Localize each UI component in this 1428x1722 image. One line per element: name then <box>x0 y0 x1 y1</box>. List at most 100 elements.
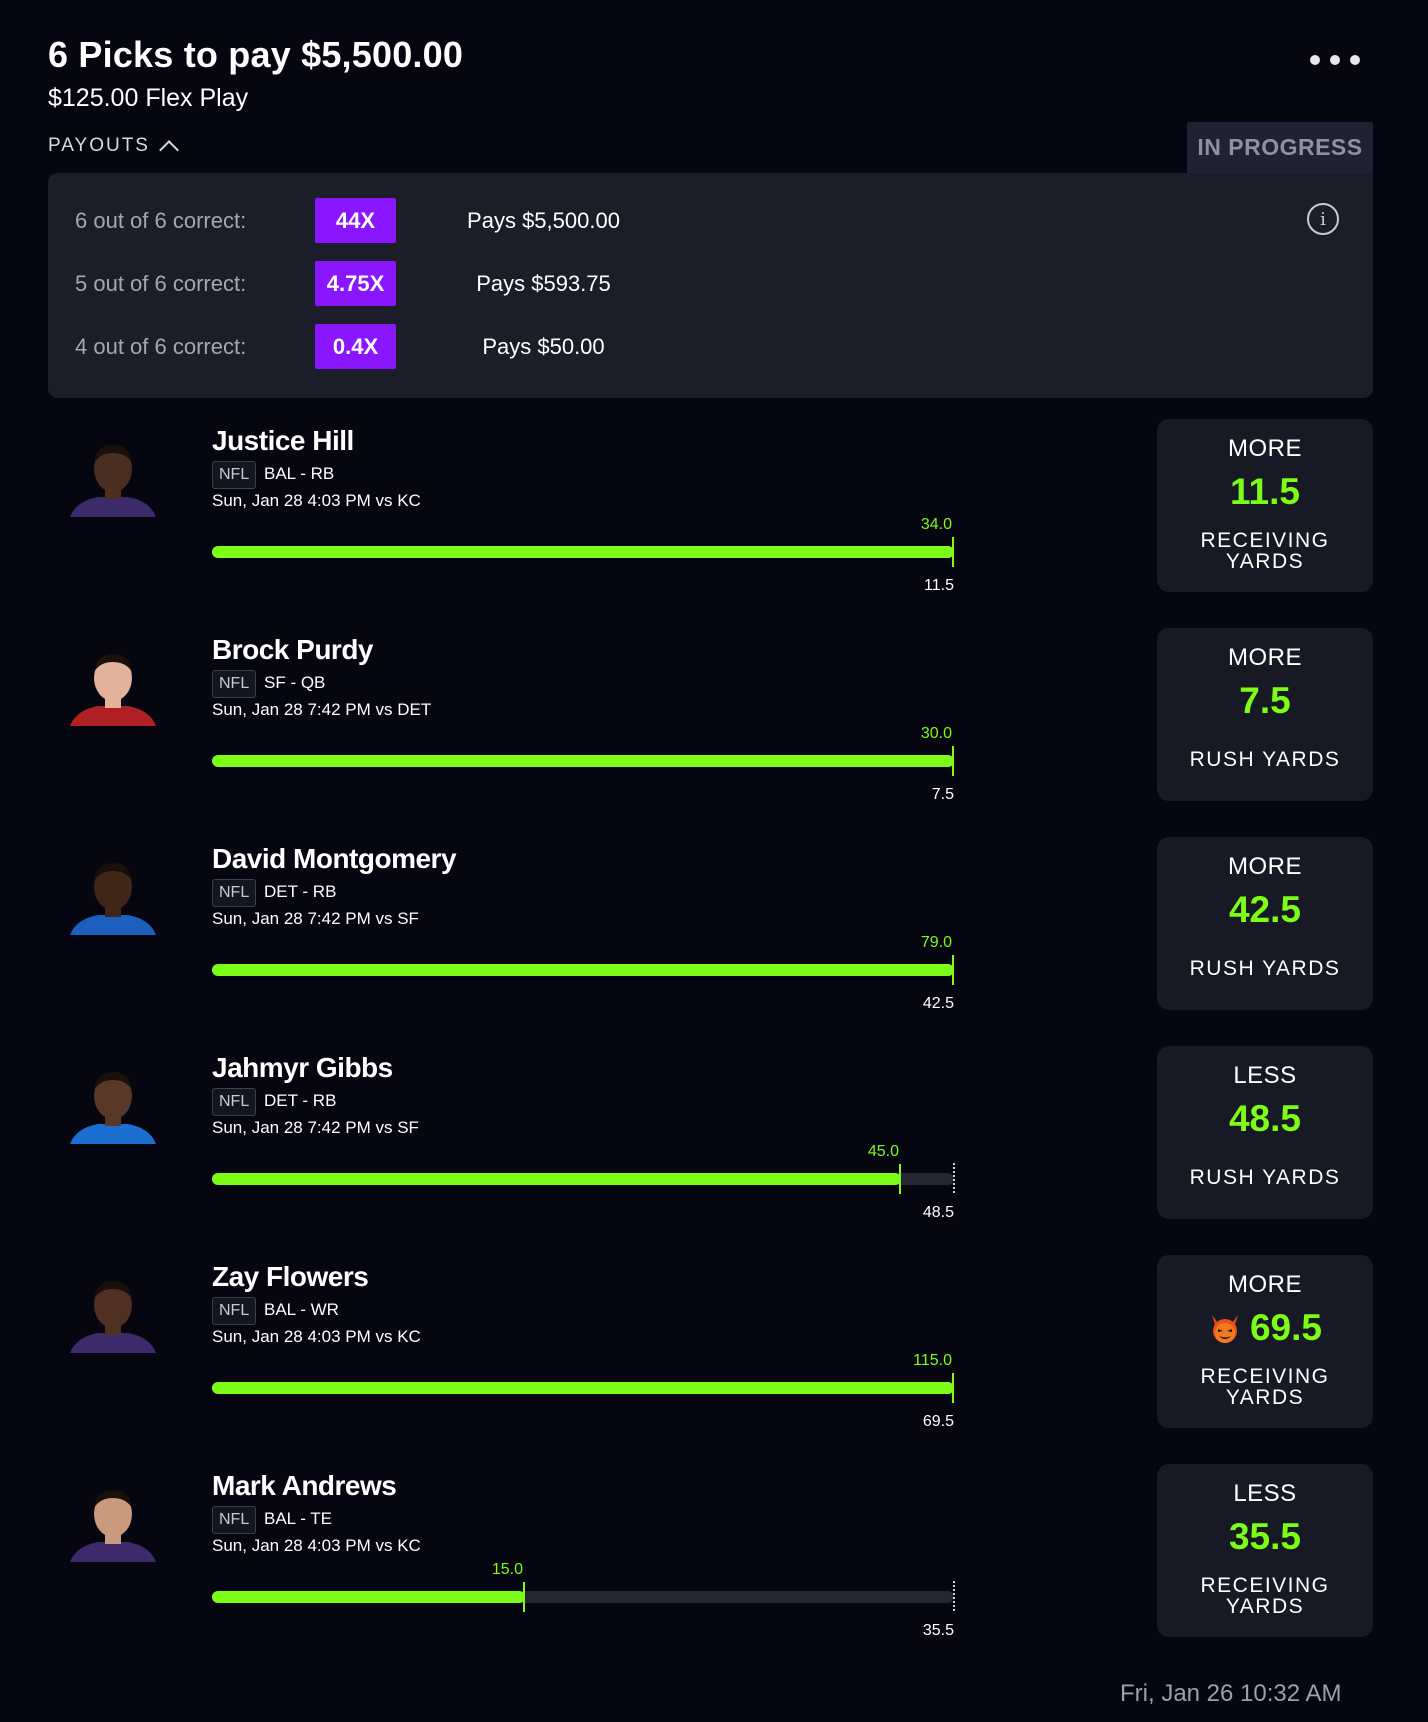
progress-marker <box>523 1582 525 1612</box>
stat-name-line: RECEIVING <box>1200 1365 1330 1388</box>
stat-line-value: 48.5 <box>1228 1098 1301 1139</box>
pick-row: Mark Andrews NFL BAL - TE Sun, Jan 28 4:… <box>0 1464 1428 1660</box>
player-name: Mark Andrews <box>212 1470 397 1501</box>
game-time: Sun, Jan 28 4:03 PM vs KC <box>212 491 421 510</box>
team-position: BAL - RB <box>264 464 335 483</box>
payout-row: 5 out of 6 correct: 4.75X Pays $593.75 <box>48 261 748 307</box>
dot-icon <box>1330 55 1340 65</box>
pick-row: Justice Hill NFL BAL - RB Sun, Jan 28 4:… <box>0 419 1428 615</box>
stat-card[interactable]: MORE 42.5 RUSH YARDS <box>1157 837 1373 1010</box>
progress-marker <box>899 1164 901 1194</box>
progress-fill <box>212 546 954 558</box>
player-name: Brock Purdy <box>212 634 374 665</box>
player-headshot <box>70 1281 156 1353</box>
progress-track <box>212 746 954 776</box>
game-time: Sun, Jan 28 7:42 PM vs DET <box>212 700 432 719</box>
pick-row: Jahmyr Gibbs NFL DET - RB Sun, Jan 28 7:… <box>0 1046 1428 1242</box>
player-headshot <box>70 1490 156 1562</box>
stat-name: RUSH YARDS <box>1189 957 1341 980</box>
line-value: 11.5 <box>924 577 954 594</box>
league-tag: NFL <box>212 1506 257 1534</box>
stat-name-line: RECEIVING <box>1200 1574 1330 1597</box>
more-options-button[interactable] <box>1310 45 1370 75</box>
payouts-label: PAYOUTS <box>48 135 150 156</box>
dot-icon <box>1350 55 1360 65</box>
pick-direction: MORE <box>1228 853 1302 880</box>
player-name: Zay Flowers <box>212 1261 369 1292</box>
progress-marker <box>952 537 954 567</box>
stat-line: 69.5 <box>1157 1307 1373 1349</box>
progress-fill <box>212 1591 525 1603</box>
line-value: 42.5 <box>922 995 954 1012</box>
player-headshot <box>70 863 156 935</box>
stat-line: 48.5 <box>1157 1098 1373 1140</box>
actual-value: 15.0 <box>491 1561 523 1578</box>
progress-track <box>212 955 954 985</box>
pick-direction: MORE <box>1228 435 1302 462</box>
player-name: Jahmyr Gibbs <box>212 1052 393 1083</box>
stat-card[interactable]: MORE 11.5 RECEIVING YARDS <box>1157 419 1373 592</box>
player-headshot <box>70 445 156 517</box>
stat-line-value: 7.5 <box>1239 680 1291 721</box>
progress-marker <box>952 955 954 985</box>
multiplier-badge: 44X <box>315 198 396 243</box>
pick-direction: LESS <box>1233 1062 1297 1089</box>
entry-title: 6 Picks to pay $5,500.00 <box>48 34 464 75</box>
progress-track <box>212 1581 955 1612</box>
league-tag: NFL <box>212 1088 257 1116</box>
progress-fill <box>212 1382 954 1394</box>
chevron-up-icon <box>159 139 179 160</box>
team-position: BAL - TE <box>264 1509 333 1528</box>
pick-direction: MORE <box>1228 644 1302 671</box>
payout-amount: Pays $5,500.00 <box>467 208 620 233</box>
stat-line: 42.5 <box>1157 889 1373 931</box>
league-tag: NFL <box>212 879 257 907</box>
stat-name: RECEIVING YARDS <box>1157 1366 1373 1408</box>
payouts-toggle[interactable]: PAYOUTS <box>48 135 179 160</box>
progress-track <box>212 1373 954 1403</box>
status-badge: IN PROGRESS <box>1187 122 1373 173</box>
league-tag: NFL <box>212 461 257 489</box>
multiplier-badge: 0.4X <box>315 324 396 369</box>
progress-fill <box>212 964 954 976</box>
player-headshot <box>70 1072 156 1144</box>
progress-marker <box>952 1373 954 1403</box>
stat-line-value: 35.5 <box>1228 1516 1301 1557</box>
stat-card[interactable]: MORE 7.5 RUSH YARDS <box>1157 628 1373 801</box>
player-name: David Montgomery <box>212 843 457 874</box>
stat-line-value: 11.5 <box>1230 471 1300 512</box>
info-icon[interactable]: i <box>1307 203 1339 235</box>
line-marker <box>953 1163 955 1193</box>
stat-card[interactable]: LESS 48.5 RUSH YARDS <box>1157 1046 1373 1219</box>
stat-name: RUSH YARDS <box>1189 1166 1341 1189</box>
footer-timestamp: Fri, Jan 26 10:32 AM <box>1120 1680 1342 1707</box>
line-marker <box>953 1581 955 1611</box>
actual-value: 79.0 <box>920 934 952 951</box>
pick-row: Zay Flowers NFL BAL - WR Sun, Jan 28 4:0… <box>0 1255 1428 1451</box>
line-value: 69.5 <box>922 1413 954 1430</box>
game-time: Sun, Jan 28 7:42 PM vs SF <box>212 1118 419 1137</box>
player-name: Justice Hill <box>212 425 354 456</box>
progress-track <box>212 1163 955 1194</box>
stat-line-value: 69.5 <box>1249 1307 1322 1348</box>
team-position: BAL - WR <box>264 1300 339 1319</box>
team-position: SF - QB <box>264 673 326 692</box>
line-value: 35.5 <box>922 1622 954 1639</box>
line-value: 48.5 <box>922 1204 954 1221</box>
payout-label: 4 out of 6 correct: <box>75 334 247 359</box>
stat-card[interactable]: LESS 35.5 RECEIVING YARDS <box>1157 1464 1373 1637</box>
pick-row: David Montgomery NFL DET - RB Sun, Jan 2… <box>0 837 1428 1033</box>
game-time: Sun, Jan 28 4:03 PM vs KC <box>212 1327 421 1346</box>
stat-name: RUSH YARDS <box>1189 748 1341 771</box>
multiplier-badge: 4.75X <box>315 261 396 306</box>
progress-track <box>212 537 954 567</box>
stat-name: RECEIVING YARDS <box>1157 530 1373 572</box>
team-position: DET - RB <box>264 882 337 901</box>
actual-value: 45.0 <box>867 1143 899 1160</box>
stat-name-line: RECEIVING <box>1200 529 1330 552</box>
league-tag: NFL <box>212 670 257 698</box>
dot-icon <box>1310 55 1320 65</box>
entry-subtitle: $125.00 Flex Play <box>48 84 249 112</box>
stat-line: 7.5 <box>1157 680 1373 722</box>
stat-card[interactable]: MORE 69.5 RECEIVING YARDS <box>1157 1255 1373 1428</box>
